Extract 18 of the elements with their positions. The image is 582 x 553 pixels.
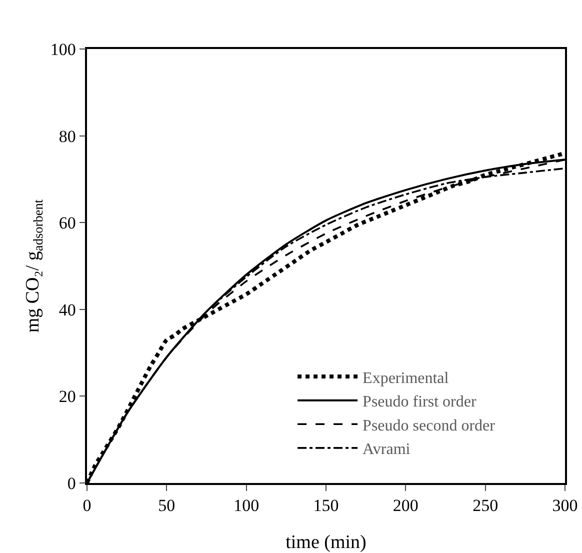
y-tick-label: 40 [58, 300, 76, 320]
legend-label: Experimental [362, 370, 450, 387]
x-tick-label: 250 [472, 496, 498, 516]
y-tick-label: 100 [50, 40, 76, 59]
legend-label: Pseudo second order [362, 417, 496, 434]
legend-label: Avrami [362, 441, 411, 458]
y-tick-label: 80 [58, 126, 76, 146]
y-tick-label: 60 [58, 214, 76, 233]
x-tick-label: 150 [313, 496, 339, 516]
legend-label: Pseudo first order [362, 394, 477, 411]
y-tick-label: 20 [58, 387, 76, 406]
x-tick-label: 50 [158, 496, 176, 516]
y-tick-label: 0 [67, 474, 76, 493]
x-tick-label: 300 [552, 496, 578, 516]
x-tick-label: 100 [234, 496, 260, 516]
x-tick-label: 200 [392, 496, 418, 516]
x-axis-title: time (min) [286, 532, 366, 553]
x-tick-label: 0 [82, 496, 92, 516]
